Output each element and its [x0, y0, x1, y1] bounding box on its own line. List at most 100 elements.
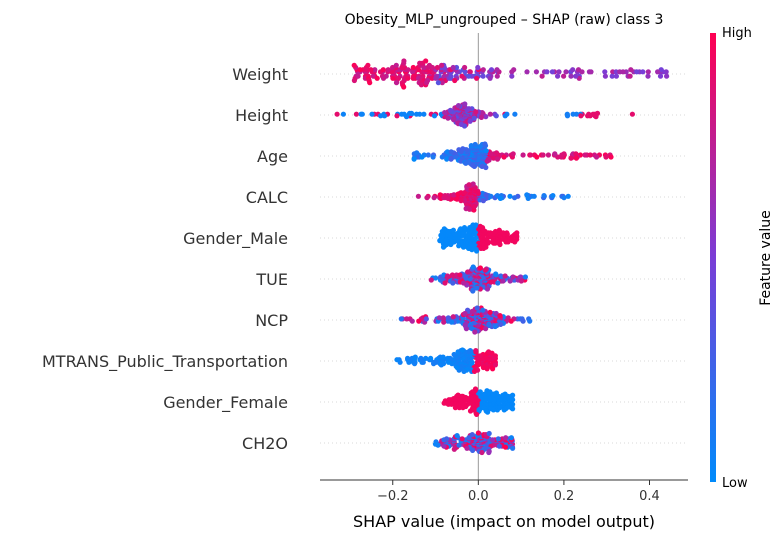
- shap-dot: [494, 156, 501, 162]
- shap-dot: [497, 241, 503, 248]
- shap-dot: [512, 111, 518, 117]
- shap-dot: [509, 406, 516, 412]
- shap-dot: [531, 193, 537, 199]
- shap-dot: [432, 441, 439, 447]
- shap-dot: [620, 69, 626, 75]
- shap-dot: [487, 230, 493, 236]
- shap-dot: [415, 193, 421, 199]
- shap-dot: [351, 77, 357, 84]
- shap-dot: [540, 152, 546, 158]
- shap-dot: [493, 150, 500, 156]
- shap-dot: [458, 121, 464, 127]
- shap-dot: [465, 349, 472, 355]
- shap-dot: [431, 113, 438, 119]
- shap-dot: [609, 73, 615, 79]
- shap-dot: [492, 353, 498, 359]
- shap-dot: [482, 141, 488, 147]
- shap-dot: [459, 347, 465, 353]
- shap-dot: [466, 182, 472, 188]
- shap-dot: [573, 151, 579, 157]
- shap-dot: [466, 245, 472, 251]
- shap-dot: [472, 141, 478, 148]
- shap-dot: [441, 226, 447, 232]
- shap-dot: [483, 148, 489, 154]
- shap-dot: [462, 101, 468, 107]
- shap-dot: [458, 158, 464, 164]
- shap-dot: [488, 279, 494, 285]
- shap-dot: [441, 400, 447, 406]
- shap-dot: [645, 73, 651, 79]
- shap-dot: [355, 73, 361, 79]
- shap-dot: [451, 351, 457, 358]
- shap-dot: [474, 248, 480, 254]
- shap-dot: [518, 274, 524, 280]
- shap-dot: [404, 316, 410, 322]
- shap-dot: [351, 62, 357, 68]
- shap-dot: [501, 154, 507, 160]
- shap-dot: [448, 156, 454, 162]
- shap-dot: [495, 436, 501, 442]
- shap-dot: [468, 143, 474, 149]
- shap-dot: [451, 396, 457, 402]
- shap-dot: [445, 355, 451, 361]
- feature-rows: [320, 73, 688, 444]
- shap-dot: [488, 151, 494, 157]
- shap-dot: [412, 361, 418, 367]
- shap-dot: [481, 245, 487, 251]
- shap-dot: [403, 114, 410, 120]
- feature-label: CALC: [246, 188, 288, 207]
- x-axis-label: SHAP value (impact on model output): [353, 512, 655, 531]
- shap-dot: [421, 111, 427, 117]
- shap-dot: [459, 73, 465, 79]
- shap-dot: [541, 193, 547, 199]
- shap-dot: [423, 316, 429, 322]
- shap-dot: [444, 273, 451, 279]
- shap-dot: [510, 151, 516, 157]
- shap-dot: [486, 449, 492, 456]
- shap-dot: [409, 318, 415, 324]
- shap-dot: [602, 73, 609, 79]
- shap-dot: [401, 58, 407, 64]
- shap-dot: [394, 113, 400, 119]
- shap-dot: [451, 117, 457, 123]
- shap-dot: [527, 318, 533, 324]
- shap-dot: [504, 230, 510, 236]
- shap-dot: [582, 152, 588, 158]
- shap-dot: [518, 278, 524, 284]
- shap-dot: [438, 362, 444, 368]
- shap-dot: [500, 230, 506, 236]
- shap-dot: [490, 407, 497, 413]
- shap-dot: [429, 64, 435, 71]
- shap-dot: [367, 80, 373, 86]
- shap-dot: [466, 73, 472, 79]
- shap-dot: [483, 164, 489, 171]
- shap-dot: [440, 244, 447, 250]
- shap-dot: [385, 67, 391, 73]
- shap-dot: [505, 315, 511, 321]
- shap-dot: [374, 75, 380, 81]
- shap-dot: [431, 195, 437, 201]
- shap-dot: [552, 151, 558, 157]
- colorbar-high-label: High: [722, 26, 752, 41]
- shap-dot: [545, 152, 552, 158]
- shap-dot: [482, 267, 488, 273]
- shap-dot: [457, 272, 463, 278]
- shap-dot: [587, 113, 593, 119]
- shap-dot: [465, 269, 471, 275]
- shap-dot: [438, 232, 444, 238]
- shap-dot: [588, 69, 594, 75]
- shap-dot: [568, 73, 574, 79]
- feature-label: TUE: [255, 270, 288, 289]
- shap-dot: [445, 359, 452, 365]
- feature-label: Age: [257, 147, 288, 166]
- shap-dot: [565, 193, 571, 199]
- shap-dot: [334, 111, 340, 117]
- shap-dot: [447, 107, 453, 113]
- shap-dot: [450, 64, 456, 71]
- shap-dot: [613, 73, 620, 79]
- shap-dot: [467, 225, 473, 231]
- shap-dot: [475, 430, 481, 436]
- shap-dot: [490, 437, 496, 443]
- colorbar-low-label: Low: [722, 476, 748, 491]
